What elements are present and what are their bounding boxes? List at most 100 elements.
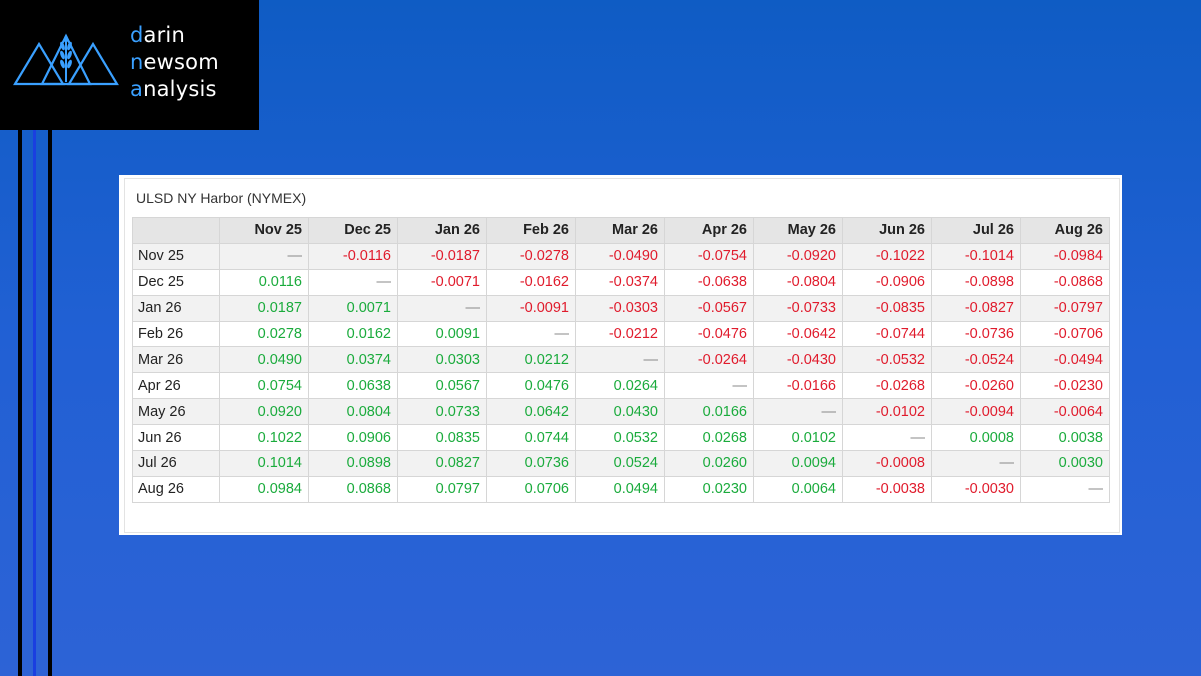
table-cell: 0.0008 [931,424,1021,452]
table-cell: 0.0920 [219,398,309,426]
table-cell: — [308,268,398,296]
brand-logo: darin newsom analysis [0,0,259,130]
table-cell: -0.0212 [575,320,665,348]
table-cell: -0.0071 [397,268,487,296]
table-cell: -0.0430 [753,346,843,374]
table-cell: 0.0102 [753,424,843,452]
table-row: Dec 25 0.0116— -0.0071 -0.0162 -0.0374 -0.063… [132,268,1110,296]
table-cell: 0.0094 [753,450,843,477]
spread-matrix-table: Nov 25 Dec 25 Jan 26 Feb 26 Mar 26 Apr 26 May … [132,217,1110,503]
row-label: Apr 26 [132,372,220,400]
table-cell: -0.0260 [931,372,1021,400]
column-header: Feb 26 [486,217,576,244]
table-cell: 0.0430 [575,398,665,426]
table-cell: 0.0642 [486,398,576,426]
table-cell: — [842,424,932,452]
row-label: Feb 26 [132,320,220,348]
table-cell: -0.1022 [842,242,932,270]
table-row: Aug 26 0.0984 0.0868 0.0797 0.0706 0.0494 0.02… [132,475,1110,503]
table-cell: -0.0264 [664,346,754,374]
decorative-bar-right [48,130,52,676]
table-cell: -0.0374 [575,268,665,296]
table-cell: 0.0091 [397,320,487,348]
table-cell: -0.0835 [842,294,932,322]
table-cell: -0.0091 [486,294,576,322]
table-row: Nov 25— -0.0116 -0.0187 -0.0278 -0.0490 -0.07… [132,242,1110,270]
column-header: Nov 25 [219,217,309,244]
row-label: Jul 26 [132,450,220,477]
table-cell: -0.0797 [1020,294,1110,322]
table-cell: -0.0476 [664,320,754,348]
table-row: Jun 26 0.1022 0.0906 0.0835 0.0744 0.0532 0.02… [132,424,1110,452]
table-cell: -0.0706 [1020,320,1110,348]
decorative-bar-left [18,130,22,676]
table-cell: 0.0030 [1020,450,1110,477]
table-cell: 0.1014 [219,450,309,477]
table-cell: 0.0230 [664,475,754,503]
table-cell: 0.0736 [486,450,576,477]
table-cell: 0.0835 [397,424,487,452]
table-cell: -0.0166 [753,372,843,400]
table-row: Jan 26 0.0187 0.0071— -0.0091 -0.0303 -0.0567… [132,294,1110,322]
table-cell: 0.0868 [308,475,398,503]
row-label: Dec 25 [132,268,220,296]
table-cell: 0.0804 [308,398,398,426]
table-row: May 26 0.0920 0.0804 0.0733 0.0642 0.0430 0.01… [132,398,1110,426]
brand-wordmark: darin newsom analysis [130,22,219,103]
table-cell: 0.0212 [486,346,576,374]
table-cell: 0.0827 [397,450,487,477]
row-label: May 26 [132,398,220,426]
table-cell: — [219,242,309,270]
table-cell: -0.0984 [1020,242,1110,270]
table-cell: — [397,294,487,322]
table-cell: 0.0268 [664,424,754,452]
brand-line-2: newsom [130,50,219,74]
table-cell: -0.0030 [931,475,1021,503]
table-cell: 0.0532 [575,424,665,452]
table-cell: 0.0278 [219,320,309,348]
table-cell: 0.0166 [664,398,754,426]
table-title: ULSD NY Harbor (NYMEX) [136,190,307,206]
table-row: Mar 26 0.0490 0.0374 0.0303 0.0212— -0.0264 -0… [132,346,1110,374]
row-label: Mar 26 [132,346,220,374]
table-cell: -0.0494 [1020,346,1110,374]
spread-matrix-frame: ULSD NY Harbor (NYMEX) Nov 25 Dec 25 Jan 2… [124,178,1120,533]
table-cell: — [1020,475,1110,503]
mountains-wheat-icon [13,33,119,86]
decorative-bar-middle [33,130,36,676]
table-cell: 0.0064 [753,475,843,503]
table-cell: -0.0102 [842,398,932,426]
table-cell: -0.0303 [575,294,665,322]
table-cell: 0.0494 [575,475,665,503]
table-row: Feb 26 0.0278 0.0162 0.0091— -0.0212 -0.0476-… [132,320,1110,348]
table-cell: -0.0094 [931,398,1021,426]
table-cell: 0.0638 [308,372,398,400]
brand-line-1: darin [130,23,185,47]
table-cell: 0.0797 [397,475,487,503]
table-cell: 0.0898 [308,450,398,477]
table-cell: 0.0984 [219,475,309,503]
table-cell: -0.1014 [931,242,1021,270]
table-cell: -0.0490 [575,242,665,270]
table-cell: 0.1022 [219,424,309,452]
column-header: Aug 26 [1020,217,1110,244]
table-cell: -0.0754 [664,242,754,270]
table-cell: -0.0008 [842,450,932,477]
table-cell: -0.0532 [842,346,932,374]
table-cell: 0.0264 [575,372,665,400]
table-cell: 0.0303 [397,346,487,374]
table-cell: -0.0733 [753,294,843,322]
table-cell: -0.0567 [664,294,754,322]
table-cell: -0.0162 [486,268,576,296]
table-cell: 0.0374 [308,346,398,374]
table-cell: -0.0638 [664,268,754,296]
table-row: Jul 26 0.1014 0.0898 0.0827 0.0736 0.0524 0.02… [132,450,1110,477]
table-cell: -0.0827 [931,294,1021,322]
column-header: Mar 26 [575,217,665,244]
table-cell: 0.0706 [486,475,576,503]
table-cell: — [486,320,576,348]
header-row: Nov 25 Dec 25 Jan 26 Feb 26 Mar 26 Apr 26 May … [132,217,1110,244]
table-cell: -0.0744 [842,320,932,348]
column-header: Jul 26 [931,217,1021,244]
table-cell: -0.0736 [931,320,1021,348]
